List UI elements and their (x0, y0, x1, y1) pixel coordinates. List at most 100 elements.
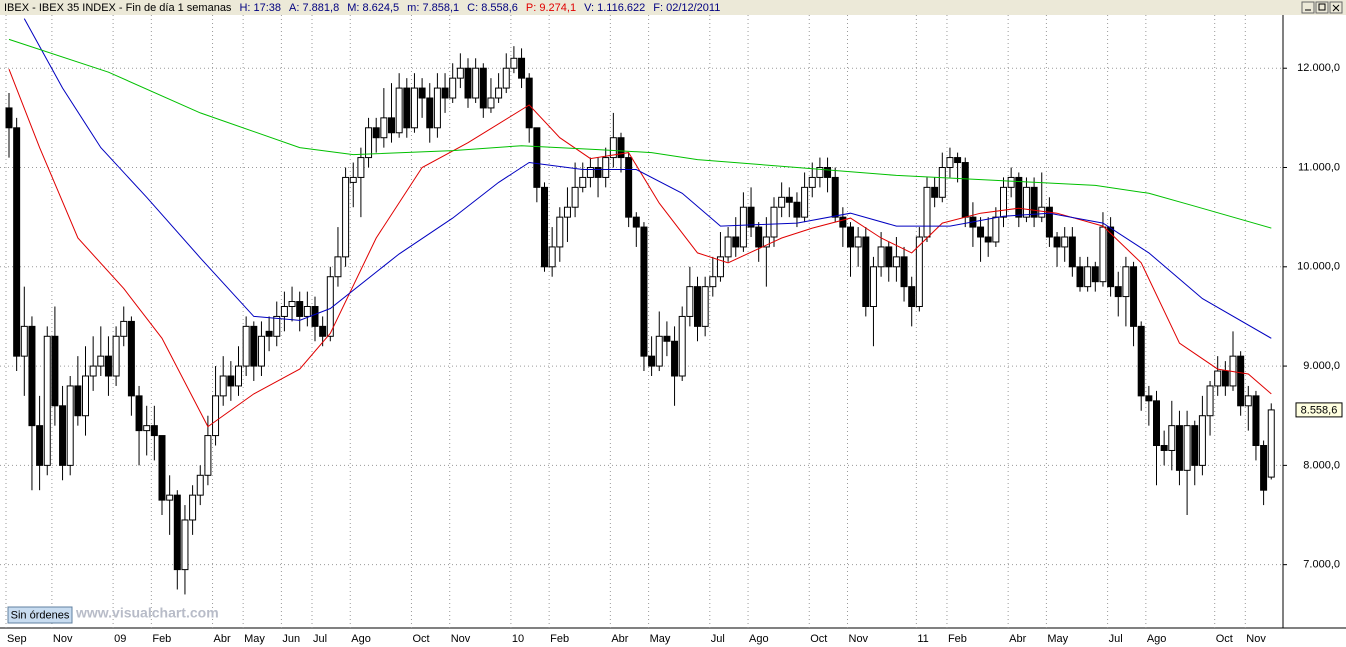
candle-body (594, 167, 602, 178)
candle-body (97, 355, 105, 367)
candle-body (548, 246, 556, 268)
x-tick-label: Feb (948, 633, 967, 645)
candle-body (311, 306, 319, 327)
candle-body (1175, 425, 1183, 471)
candle-body (273, 315, 281, 337)
candle-body (1045, 206, 1053, 238)
candle-body (166, 494, 174, 501)
header-field: H: 17:38 (239, 2, 281, 14)
candle-body (877, 246, 885, 268)
minimize-button[interactable] (1301, 1, 1315, 14)
candle-body (541, 186, 548, 268)
candle-body (984, 236, 992, 243)
x-tick-label: Jul (711, 633, 725, 645)
moving-averages (8, 18, 1272, 428)
candle-body (5, 107, 13, 129)
orders-button[interactable] (7, 606, 73, 624)
candle-body (1030, 186, 1038, 218)
candle-body (1183, 425, 1191, 471)
candle-body (334, 256, 342, 278)
candle-body (625, 157, 633, 218)
x-tick-label: Ago (749, 633, 769, 645)
moving-average (8, 38, 1272, 229)
x-tick-label: 10 (512, 633, 524, 645)
candle-body (204, 435, 212, 476)
candle-body (701, 286, 709, 327)
candle-body (946, 157, 954, 169)
candle-body (1214, 370, 1222, 387)
candle-body (778, 196, 786, 208)
candle-body (1191, 425, 1199, 466)
candle-body (495, 87, 503, 99)
candle-body (518, 57, 526, 79)
candle-body (1252, 395, 1260, 447)
candle-body (1267, 409, 1275, 478)
candle-body (510, 57, 518, 69)
candle-body (831, 176, 839, 218)
candle-body (418, 87, 426, 99)
candle-body (762, 236, 770, 248)
candle-body (487, 97, 495, 109)
candle-body (380, 117, 388, 139)
header-field: P: 9.274,1 (526, 2, 576, 14)
candle-body (1206, 385, 1214, 417)
x-tick-label: 11 (917, 633, 928, 645)
x-tick-label: Feb (152, 633, 171, 645)
candle-body (586, 167, 594, 178)
candle-body (1145, 395, 1153, 402)
candle-body (801, 186, 809, 218)
candle-body (678, 315, 686, 377)
candle-body (1007, 176, 1015, 188)
header-field: V: 1.116.622 (584, 2, 645, 14)
candle-body (303, 306, 311, 317)
candle-body (502, 67, 510, 89)
candle-body (479, 67, 487, 109)
x-tick-label: May (244, 633, 265, 645)
x-tick-label: Ago (1147, 633, 1167, 645)
candle-body (43, 335, 51, 466)
moving-average (23, 18, 1272, 339)
x-tick-label: May (1047, 633, 1068, 645)
candle-body (173, 494, 181, 571)
orders-button-label[interactable]: Sin órdenes (11, 609, 70, 621)
candle-body (747, 206, 755, 228)
candle-body (793, 201, 801, 218)
header-field: IBEX - IBEX 35 INDEX - Fin de día 1 sema… (4, 2, 232, 14)
candle-body (533, 127, 541, 188)
candle-body (403, 87, 411, 129)
candle-body (1260, 445, 1268, 491)
candle-body (602, 157, 610, 178)
candle-body (219, 375, 227, 397)
candle-body (1000, 186, 1007, 218)
candle-body (1153, 400, 1160, 447)
close-icon (1332, 4, 1340, 12)
last-price-box (1295, 402, 1343, 418)
candle-body (640, 226, 648, 357)
candle-body (89, 365, 97, 377)
candle-body (716, 256, 724, 278)
candle-body (785, 196, 793, 203)
last-price-label: 8.558,6 (1301, 404, 1338, 416)
candle-body (158, 435, 166, 501)
candle-body (296, 301, 304, 317)
candle-body (931, 186, 939, 198)
candle-body (349, 176, 357, 183)
candle-body (242, 325, 250, 367)
header-field: m: 7.858,1 (407, 2, 459, 14)
x-tick-label: Ago (351, 633, 371, 645)
candle-body (1015, 176, 1023, 218)
maximize-button[interactable] (1315, 1, 1329, 14)
candle-body (464, 67, 472, 99)
candle-body (196, 474, 204, 496)
y-tick-label: 10.000,0 (1297, 261, 1340, 273)
candle-body (1022, 186, 1030, 218)
candle-body (1107, 226, 1115, 288)
x-tick-label: Jul (1109, 633, 1123, 645)
x-tick-label: Abr (611, 633, 628, 645)
window-buttons (1301, 1, 1343, 14)
candle-body (235, 365, 242, 387)
candle-body (20, 325, 28, 357)
x-tick-label: Oct (412, 633, 429, 645)
x-tick-label: Nov (849, 633, 869, 645)
